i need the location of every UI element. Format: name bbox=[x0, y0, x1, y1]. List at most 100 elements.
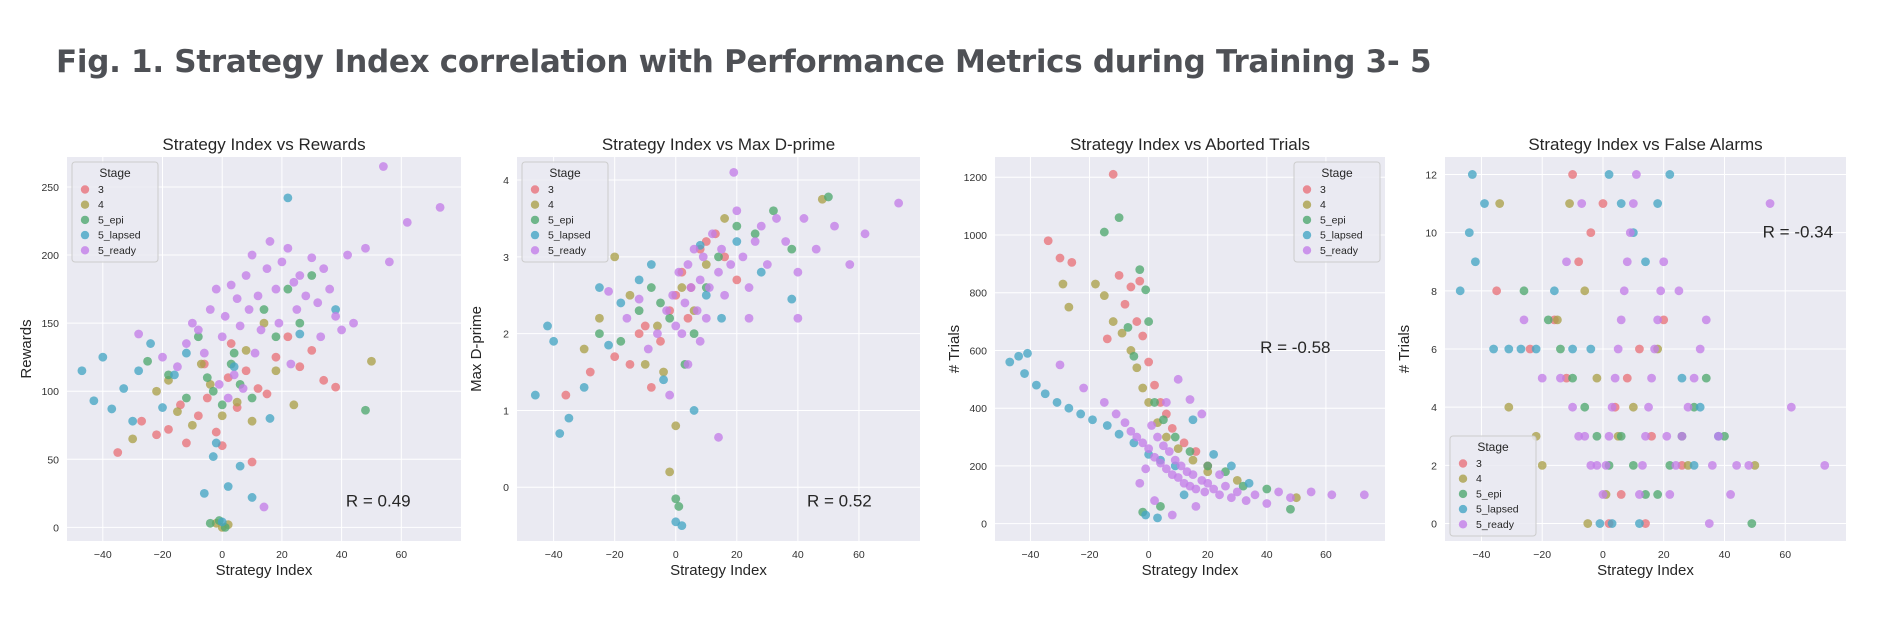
y-axis-label: # Trials bbox=[946, 325, 963, 373]
data-point-3 bbox=[1659, 315, 1669, 325]
data-point-5_lapsed bbox=[677, 521, 687, 531]
y-tick-label: 0 bbox=[53, 522, 59, 534]
legend: Stage 3 4 5_epi 5_lapsed 5_ready bbox=[1293, 161, 1381, 263]
data-point-5_epi bbox=[1720, 431, 1729, 441]
data-point-5_ready bbox=[695, 336, 705, 346]
data-point-5_ready bbox=[799, 214, 809, 223]
data-point-5_epi bbox=[646, 283, 656, 292]
data-point-5_lapsed bbox=[1607, 519, 1617, 528]
data-point-4 bbox=[1091, 279, 1100, 289]
data-point-5_lapsed bbox=[646, 260, 656, 269]
data-point-3 bbox=[1525, 344, 1535, 354]
data-point-5_lapsed bbox=[604, 340, 613, 350]
data-point-4 bbox=[610, 252, 620, 262]
data-point-5_lapsed bbox=[1531, 344, 1541, 354]
data-point-5_lapsed bbox=[146, 339, 155, 348]
data-point-5_epi bbox=[1156, 501, 1165, 511]
data-point-5_ready bbox=[1619, 286, 1629, 296]
data-point-3 bbox=[1492, 286, 1502, 296]
data-point-5_ready bbox=[894, 198, 904, 208]
legend-marker-3 bbox=[80, 185, 90, 194]
chart-panel-1: −40 −20 0 20 40 60 0 50 100 150 200 250 Strategy Ind… bbox=[18, 135, 461, 579]
data-point-3 bbox=[1562, 373, 1571, 383]
data-point-5_ready bbox=[1689, 373, 1699, 383]
data-point-5_ready bbox=[313, 298, 323, 308]
data-point-5_lapsed bbox=[1549, 286, 1559, 296]
data-point-5_ready bbox=[1156, 458, 1165, 468]
data-point-5_lapsed bbox=[787, 294, 797, 304]
data-point-5_ready bbox=[1185, 395, 1195, 404]
x-tick-label: 40 bbox=[792, 549, 804, 561]
data-point-5_ready bbox=[738, 252, 748, 262]
data-point-3 bbox=[202, 393, 212, 403]
data-point-5_ready bbox=[744, 283, 754, 292]
data-point-5_lapsed bbox=[756, 267, 766, 277]
data-point-5_ready bbox=[1556, 373, 1565, 383]
data-point-5_lapsed bbox=[1568, 344, 1577, 354]
data-point-5_ready bbox=[158, 352, 167, 362]
y-axis-label: Rewards bbox=[18, 319, 35, 378]
data-point-5_ready bbox=[604, 287, 613, 296]
data-point-5_ready bbox=[701, 313, 711, 323]
data-point-5_ready bbox=[1079, 383, 1089, 393]
data-point-4 bbox=[665, 467, 675, 477]
data-point-5_ready bbox=[1695, 344, 1705, 354]
data-point-4 bbox=[640, 359, 650, 369]
y-tick-label: 3 bbox=[503, 252, 509, 264]
data-point-5_epi bbox=[1099, 227, 1109, 237]
data-point-5_lapsed bbox=[595, 283, 604, 292]
data-point-5_lapsed bbox=[158, 403, 167, 412]
data-point-3 bbox=[283, 332, 293, 342]
y-tick-label: 12 bbox=[1425, 169, 1437, 181]
data-point-5_ready bbox=[253, 291, 263, 301]
data-point-5_ready bbox=[1173, 374, 1183, 384]
data-point-5_lapsed bbox=[1040, 389, 1050, 399]
data-point-4 bbox=[625, 290, 635, 300]
data-point-5_ready bbox=[689, 244, 699, 254]
data-point-5_ready bbox=[1707, 460, 1717, 470]
x-axis-label: Strategy Index bbox=[1597, 562, 1694, 579]
data-point-3 bbox=[585, 367, 595, 377]
data-point-3 bbox=[1167, 423, 1177, 433]
data-point-5_ready bbox=[226, 280, 236, 290]
data-point-5_epi bbox=[1592, 431, 1602, 441]
data-point-5_ready bbox=[668, 290, 678, 300]
data-point-5_lapsed bbox=[1665, 170, 1675, 179]
data-point-5_ready bbox=[720, 290, 730, 300]
x-tick-label: −20 bbox=[154, 549, 172, 561]
data-point-5_ready bbox=[301, 291, 311, 301]
data-point-5_ready bbox=[265, 237, 275, 246]
data-point-5_epi bbox=[1170, 432, 1180, 442]
data-point-5_ready bbox=[1662, 431, 1672, 441]
data-point-5_epi bbox=[1556, 344, 1565, 354]
data-point-3 bbox=[1043, 236, 1053, 246]
data-point-5_ready bbox=[316, 332, 326, 342]
data-point-5_lapsed bbox=[134, 366, 144, 376]
x-tick-label: 20 bbox=[731, 549, 743, 561]
data-point-5_lapsed bbox=[1504, 344, 1514, 354]
legend-title: Stage bbox=[1321, 166, 1353, 180]
data-point-5_ready bbox=[205, 305, 215, 314]
data-point-5_epi bbox=[1568, 373, 1577, 383]
data-point-5_lapsed bbox=[211, 438, 221, 448]
data-point-4 bbox=[289, 400, 299, 410]
data-point-5_ready bbox=[665, 390, 675, 400]
data-point-5_lapsed bbox=[564, 413, 574, 423]
y-tick-label: 0 bbox=[1431, 519, 1437, 531]
data-point-5_epi bbox=[616, 336, 626, 346]
data-point-4 bbox=[232, 397, 242, 407]
data-point-5_ready bbox=[349, 318, 358, 328]
data-point-5_ready bbox=[1786, 402, 1796, 412]
data-point-3 bbox=[331, 382, 341, 392]
legend-marker-5_epi bbox=[530, 215, 540, 225]
data-point-5_ready bbox=[271, 284, 281, 294]
y-tick-label: 200 bbox=[969, 461, 987, 473]
data-point-5_ready bbox=[1262, 499, 1272, 508]
data-point-5_lapsed bbox=[1516, 344, 1526, 354]
legend-label-5_epi: 5_epi bbox=[1320, 214, 1346, 226]
data-point-4 bbox=[1161, 432, 1171, 442]
legend-marker-5_lapsed bbox=[530, 230, 540, 240]
data-point-5_epi bbox=[714, 252, 723, 262]
y-tick-label: 600 bbox=[969, 345, 987, 357]
data-point-5_lapsed bbox=[1616, 199, 1626, 208]
